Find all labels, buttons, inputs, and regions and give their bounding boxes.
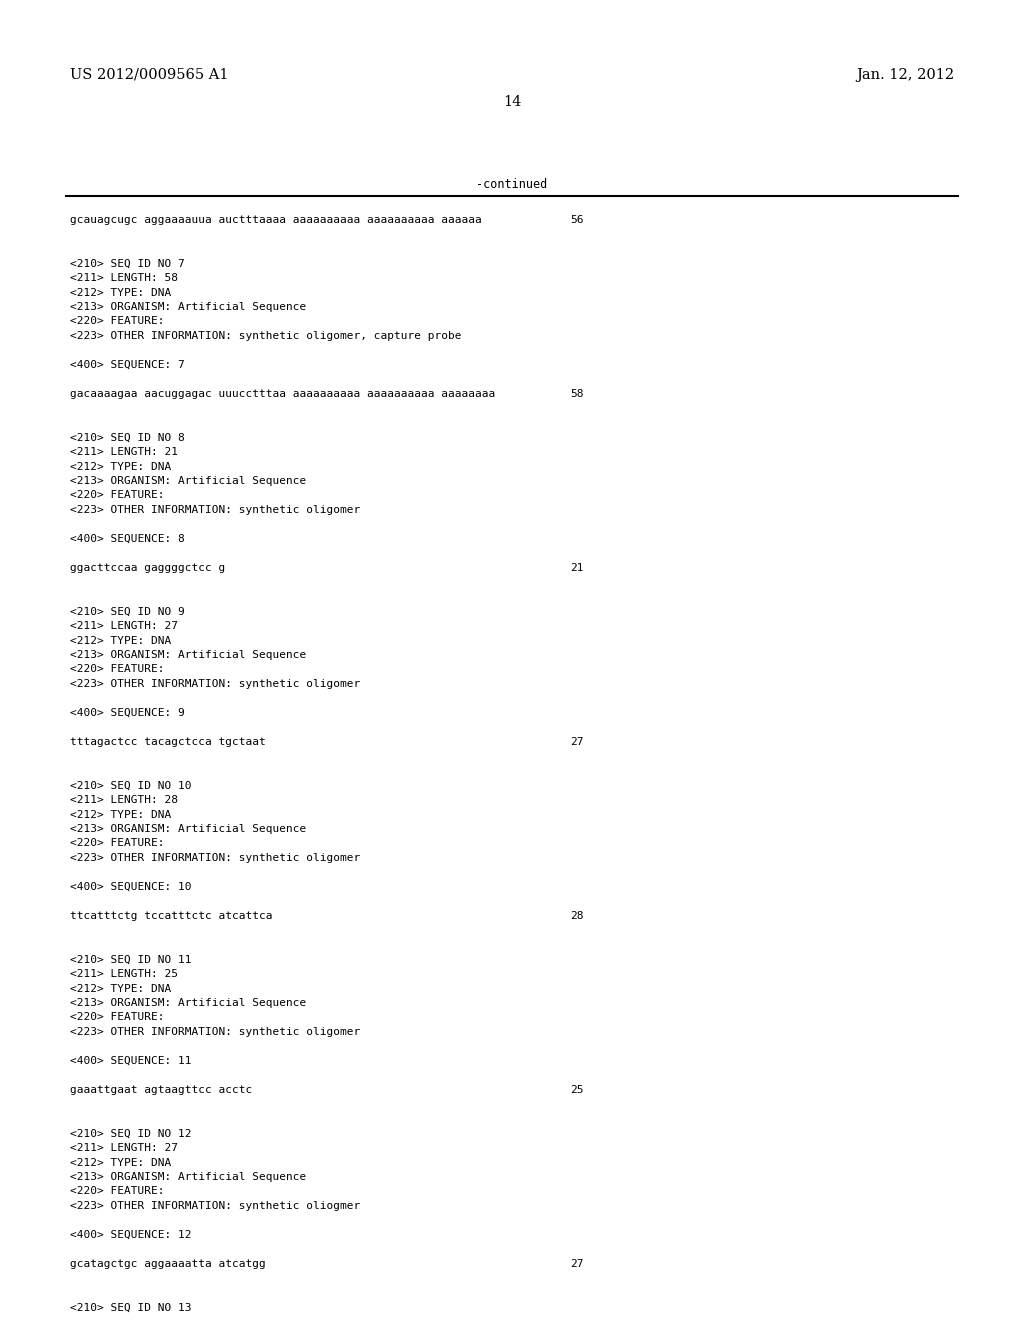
Text: 58: 58 [570,389,584,399]
Text: <210> SEQ ID NO 13: <210> SEQ ID NO 13 [70,1303,191,1312]
Text: <213> ORGANISM: Artificial Sequence: <213> ORGANISM: Artificial Sequence [70,649,306,660]
Text: <211> LENGTH: 21: <211> LENGTH: 21 [70,447,178,457]
Text: <212> TYPE: DNA: <212> TYPE: DNA [70,288,171,297]
Text: <400> SEQUENCE: 11: <400> SEQUENCE: 11 [70,1056,191,1067]
Text: -continued: -continued [476,178,548,191]
Text: <400> SEQUENCE: 10: <400> SEQUENCE: 10 [70,882,191,892]
Text: 14: 14 [503,95,521,110]
Text: <210> SEQ ID NO 7: <210> SEQ ID NO 7 [70,259,184,268]
Text: 25: 25 [570,1085,584,1096]
Text: <220> FEATURE:: <220> FEATURE: [70,838,165,849]
Text: gcauagcugc aggaaaauua auctttaaaa aaaaaaaaaa aaaaaaaaaa aaaaaa: gcauagcugc aggaaaauua auctttaaaa aaaaaaa… [70,215,481,224]
Text: 27: 27 [570,1259,584,1269]
Text: <213> ORGANISM: Artificial Sequence: <213> ORGANISM: Artificial Sequence [70,998,306,1008]
Text: <211> LENGTH: 27: <211> LENGTH: 27 [70,1143,178,1152]
Text: 28: 28 [570,911,584,921]
Text: <223> OTHER INFORMATION: synthetic oligomer: <223> OTHER INFORMATION: synthetic oligo… [70,1027,360,1038]
Text: 56: 56 [570,215,584,224]
Text: <210> SEQ ID NO 8: <210> SEQ ID NO 8 [70,433,184,442]
Text: <223> OTHER INFORMATION: synthetic oligomer, capture probe: <223> OTHER INFORMATION: synthetic oligo… [70,331,462,341]
Text: ttcatttctg tccatttctc atcattca: ttcatttctg tccatttctc atcattca [70,911,272,921]
Text: <213> ORGANISM: Artificial Sequence: <213> ORGANISM: Artificial Sequence [70,1172,306,1181]
Text: <213> ORGANISM: Artificial Sequence: <213> ORGANISM: Artificial Sequence [70,477,306,486]
Text: <223> OTHER INFORMATION: synthetic oligomer: <223> OTHER INFORMATION: synthetic oligo… [70,853,360,863]
Text: <210> SEQ ID NO 12: <210> SEQ ID NO 12 [70,1129,191,1138]
Text: <400> SEQUENCE: 8: <400> SEQUENCE: 8 [70,535,184,544]
Text: <220> FEATURE:: <220> FEATURE: [70,664,165,675]
Text: <220> FEATURE:: <220> FEATURE: [70,491,165,500]
Text: gaaattgaat agtaagttcc acctc: gaaattgaat agtaagttcc acctc [70,1085,252,1096]
Text: <212> TYPE: DNA: <212> TYPE: DNA [70,635,171,645]
Text: US 2012/0009565 A1: US 2012/0009565 A1 [70,69,228,82]
Text: tttagactcc tacagctcca tgctaat: tttagactcc tacagctcca tgctaat [70,737,266,747]
Text: <213> ORGANISM: Artificial Sequence: <213> ORGANISM: Artificial Sequence [70,824,306,834]
Text: gacaaaagaa aacuggagac uuucctttaa aaaaaaaaaa aaaaaaaaaa aaaaaaaa: gacaaaagaa aacuggagac uuucctttaa aaaaaaa… [70,389,496,399]
Text: <400> SEQUENCE: 7: <400> SEQUENCE: 7 [70,360,184,370]
Text: <210> SEQ ID NO 9: <210> SEQ ID NO 9 [70,606,184,616]
Text: <211> LENGTH: 27: <211> LENGTH: 27 [70,620,178,631]
Text: <212> TYPE: DNA: <212> TYPE: DNA [70,462,171,471]
Text: <210> SEQ ID NO 11: <210> SEQ ID NO 11 [70,954,191,965]
Text: <220> FEATURE:: <220> FEATURE: [70,1012,165,1023]
Text: <211> LENGTH: 58: <211> LENGTH: 58 [70,273,178,282]
Text: <223> OTHER INFORMATION: synthetic oligomer: <223> OTHER INFORMATION: synthetic oligo… [70,506,360,515]
Text: <400> SEQUENCE: 12: <400> SEQUENCE: 12 [70,1230,191,1239]
Text: <212> TYPE: DNA: <212> TYPE: DNA [70,983,171,994]
Text: Jan. 12, 2012: Jan. 12, 2012 [856,69,954,82]
Text: <223> OTHER INFORMATION: synthetic oligomer: <223> OTHER INFORMATION: synthetic oligo… [70,678,360,689]
Text: <223> OTHER INFORMATION: synthetic oliogmer: <223> OTHER INFORMATION: synthetic oliog… [70,1201,360,1210]
Text: <212> TYPE: DNA: <212> TYPE: DNA [70,1158,171,1167]
Text: <213> ORGANISM: Artificial Sequence: <213> ORGANISM: Artificial Sequence [70,302,306,312]
Text: <220> FEATURE:: <220> FEATURE: [70,1187,165,1196]
Text: 21: 21 [570,564,584,573]
Text: <211> LENGTH: 25: <211> LENGTH: 25 [70,969,178,979]
Text: <220> FEATURE:: <220> FEATURE: [70,317,165,326]
Text: gcatagctgc aggaaaatta atcatgg: gcatagctgc aggaaaatta atcatgg [70,1259,266,1269]
Text: 27: 27 [570,737,584,747]
Text: <210> SEQ ID NO 10: <210> SEQ ID NO 10 [70,780,191,791]
Text: ggacttccaa gaggggctcc g: ggacttccaa gaggggctcc g [70,564,225,573]
Text: <212> TYPE: DNA: <212> TYPE: DNA [70,809,171,820]
Text: <211> LENGTH: 28: <211> LENGTH: 28 [70,795,178,805]
Text: <400> SEQUENCE: 9: <400> SEQUENCE: 9 [70,708,184,718]
